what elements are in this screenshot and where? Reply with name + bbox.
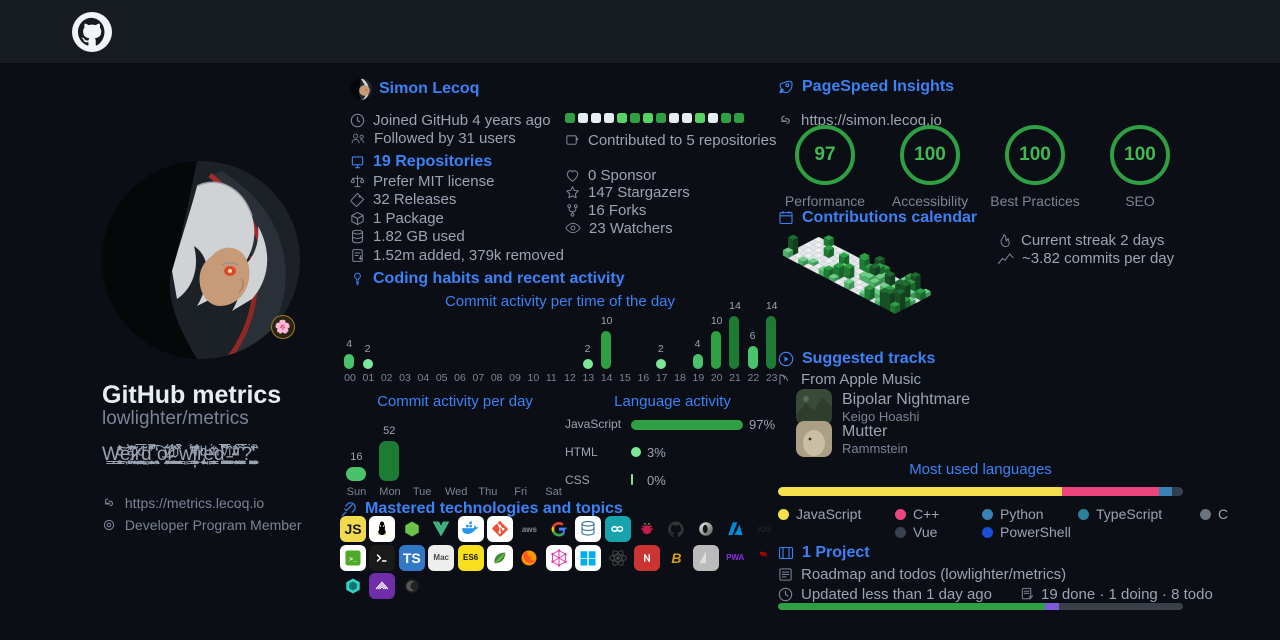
svg-text:>_: >_ [349, 556, 358, 564]
